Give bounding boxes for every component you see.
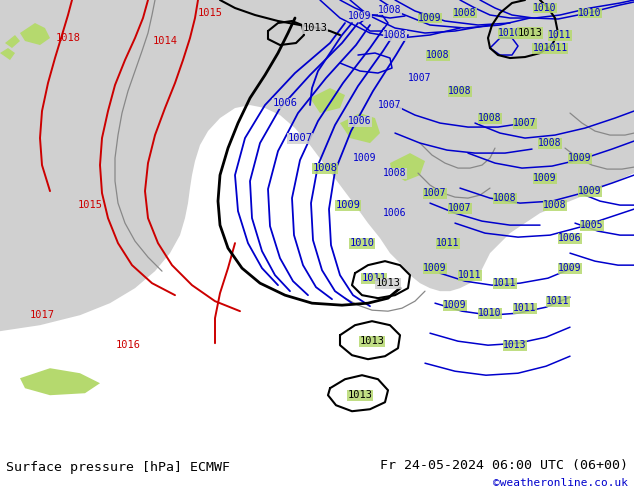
Text: 1009: 1009 xyxy=(568,153,592,163)
Text: 1008: 1008 xyxy=(538,138,562,148)
Polygon shape xyxy=(20,23,50,45)
Text: 1008: 1008 xyxy=(383,30,407,40)
Text: 1011: 1011 xyxy=(514,303,537,313)
Text: 1016: 1016 xyxy=(115,340,141,350)
Text: 1017: 1017 xyxy=(30,310,55,320)
Text: 1006: 1006 xyxy=(559,233,582,243)
Text: 1009: 1009 xyxy=(443,300,467,310)
Text: 1014: 1014 xyxy=(153,36,178,46)
Text: 1009: 1009 xyxy=(578,186,602,196)
Text: 1009: 1009 xyxy=(559,263,582,273)
Text: 1009: 1009 xyxy=(335,200,361,210)
Text: 1010: 1010 xyxy=(533,3,557,13)
Text: 1011: 1011 xyxy=(493,278,517,288)
Text: 1011: 1011 xyxy=(458,270,482,280)
Text: 1009: 1009 xyxy=(418,13,442,23)
Polygon shape xyxy=(340,113,380,143)
Polygon shape xyxy=(430,265,460,288)
Text: ©weatheronline.co.uk: ©weatheronline.co.uk xyxy=(493,478,628,489)
Text: 1009: 1009 xyxy=(533,173,557,183)
Text: Fr 24-05-2024 06:00 UTC (06+00): Fr 24-05-2024 06:00 UTC (06+00) xyxy=(380,459,628,471)
Text: 1008: 1008 xyxy=(426,50,450,60)
Text: 1006: 1006 xyxy=(348,116,372,126)
Polygon shape xyxy=(5,35,20,48)
Text: 101011: 101011 xyxy=(533,43,567,53)
Text: 1013: 1013 xyxy=(517,28,543,38)
Text: 1010: 1010 xyxy=(478,308,501,318)
Text: 1007: 1007 xyxy=(448,203,472,213)
Text: 1009: 1009 xyxy=(424,263,447,273)
Text: 1008: 1008 xyxy=(478,113,501,123)
Text: 1013: 1013 xyxy=(503,340,527,350)
Text: 1013: 1013 xyxy=(302,23,328,33)
Text: 1013: 1013 xyxy=(375,278,401,288)
Text: 1007: 1007 xyxy=(408,73,432,83)
Text: 1008: 1008 xyxy=(493,193,517,203)
Text: 1010: 1010 xyxy=(349,238,375,248)
Text: 1008: 1008 xyxy=(383,168,407,178)
Text: 1018: 1018 xyxy=(56,33,81,43)
Text: 1009: 1009 xyxy=(348,11,372,21)
Text: 1007: 1007 xyxy=(424,188,447,198)
Text: 1013: 1013 xyxy=(347,390,373,400)
Text: 1009: 1009 xyxy=(353,153,377,163)
Polygon shape xyxy=(390,153,425,181)
Text: 1008: 1008 xyxy=(378,5,402,15)
Text: 1008: 1008 xyxy=(313,163,337,173)
Text: 1008: 1008 xyxy=(453,8,477,18)
Text: 1011: 1011 xyxy=(547,296,570,306)
Polygon shape xyxy=(465,233,488,255)
Text: 1011: 1011 xyxy=(436,238,460,248)
Text: 1010: 1010 xyxy=(498,28,522,38)
Text: 1006: 1006 xyxy=(273,98,297,108)
Text: 1011: 1011 xyxy=(548,30,572,40)
Text: 1015: 1015 xyxy=(198,8,223,18)
Text: 1013: 1013 xyxy=(359,336,384,346)
Text: 1007: 1007 xyxy=(378,100,402,110)
Text: 1006: 1006 xyxy=(383,208,407,218)
Polygon shape xyxy=(310,88,345,113)
Text: 1007: 1007 xyxy=(514,118,537,128)
Text: 1008: 1008 xyxy=(448,86,472,96)
Polygon shape xyxy=(20,368,100,395)
Polygon shape xyxy=(0,0,634,331)
Polygon shape xyxy=(0,48,15,60)
Text: 1005: 1005 xyxy=(580,220,604,230)
Text: 1007: 1007 xyxy=(287,133,313,143)
Text: 1010: 1010 xyxy=(578,8,602,18)
Text: 1015: 1015 xyxy=(77,200,103,210)
Text: Surface pressure [hPa] ECMWF: Surface pressure [hPa] ECMWF xyxy=(6,462,230,474)
Text: 1008: 1008 xyxy=(543,200,567,210)
Text: 1011: 1011 xyxy=(361,273,387,283)
